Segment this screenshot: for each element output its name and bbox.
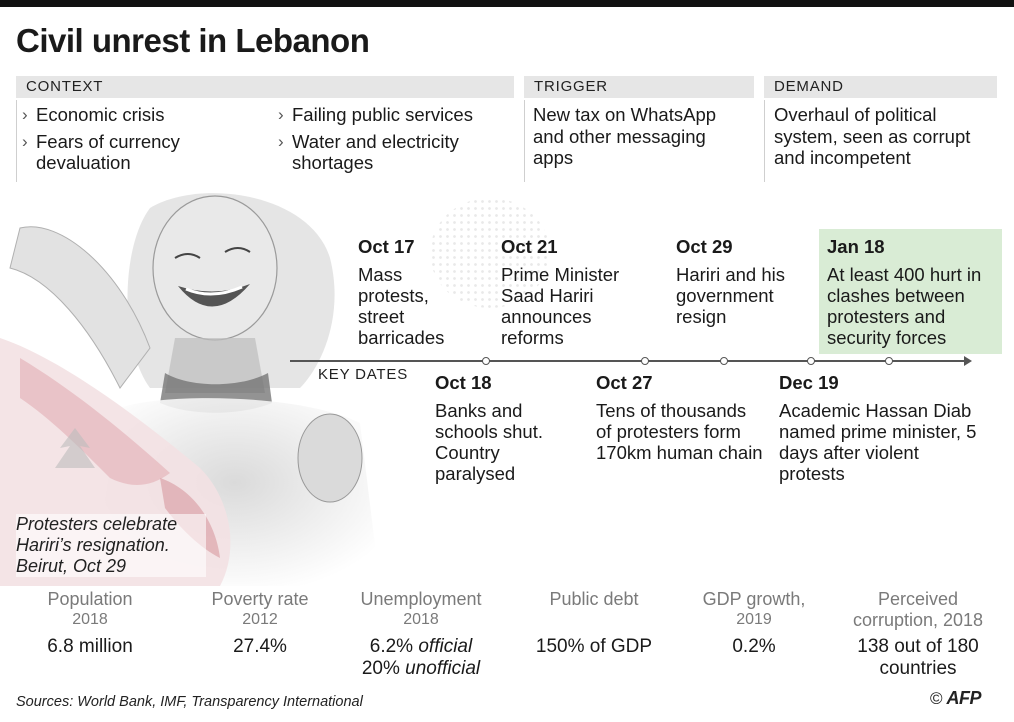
page-title: Civil unrest in Lebanon [16, 22, 370, 59]
stat-year: 2019 [736, 611, 772, 628]
event-date: Oct 18 [435, 372, 492, 393]
stat-year: 2018 [72, 611, 108, 628]
copyright-symbol: © [930, 688, 943, 708]
event-text: Banks and schools shut. Country paralyse… [435, 400, 543, 484]
stat-value: 150% of GDP [535, 636, 653, 657]
event-date: Oct 21 [501, 236, 558, 257]
trigger-text: New tax on WhatsApp and other messaging … [533, 104, 717, 168]
unemployment-official-value: 6.2% [369, 636, 414, 657]
event-oct18: Oct 18 Banks and schools shut. Country p… [435, 372, 560, 484]
stat-population: Population 2018 6.8 million [20, 589, 160, 658]
stat-year: 2012 [242, 611, 278, 628]
unemployment-unofficial-value: 20% [361, 658, 400, 679]
context-col2: Failing public services Water and electr… [278, 104, 508, 179]
stat-label: Population [47, 589, 133, 609]
photo-caption-text: Protesters celebrate Hariri’s resignatio… [16, 514, 178, 576]
latest-event-highlight [819, 229, 1002, 354]
afp-logo: AFP [946, 688, 982, 708]
stat-value: 0.2% [732, 636, 776, 657]
context-col1: Economic crisis Fears of currency devalu… [22, 104, 262, 179]
context-item: Water and electricity shortages [278, 131, 508, 174]
background-dot-pattern [430, 198, 550, 308]
timeline-marker [720, 357, 728, 365]
event-text: Hariri and his government resign [676, 264, 785, 327]
event-text: Prime Minister Saad Hariri announces ref… [501, 264, 620, 348]
trigger-heading: Trigger [524, 76, 754, 98]
stat-value: 6.2% official 20% unofficial [346, 636, 496, 680]
sources-note: Sources: World Bank, IMF, Transparency I… [16, 694, 363, 710]
context-divider [16, 100, 17, 182]
stat-label: Unemployment [360, 589, 482, 609]
stat-label: GDP growth, [702, 589, 806, 609]
timeline-arrow-icon [964, 356, 972, 366]
top-bar [0, 0, 1014, 7]
event-oct29: Oct 29 Hariri and his government resign [676, 236, 796, 327]
key-dates-text: Key dates [318, 366, 409, 383]
context-item: Fears of currency devaluation [22, 131, 262, 174]
stat-label: Poverty rate [211, 589, 309, 609]
event-date: Oct 27 [596, 372, 653, 393]
context-heading: Context [16, 76, 514, 98]
trigger-divider [524, 100, 525, 182]
event-date: Dec 19 [779, 372, 839, 393]
timeline-marker [885, 357, 893, 365]
stat-label: Perceived [877, 589, 959, 609]
timeline-marker [641, 357, 649, 365]
demand-text: Overhaul of political system, seen as co… [774, 104, 971, 168]
event-oct27: Oct 27 Tens of thousands of protesters f… [596, 372, 766, 463]
stat-unemployment: Unemployment 2018 6.2% official 20% unof… [346, 589, 496, 680]
event-jan18: Jan 18 At least 400 hurt in clashes betw… [827, 236, 1002, 348]
stat-label: Public debt [549, 589, 639, 609]
stat-corruption: Perceived corruption, 2018 138 out of 18… [838, 589, 998, 680]
event-text: At least 400 hurt in clashes between pro… [827, 264, 982, 348]
stat-year [524, 610, 664, 630]
timeline-axis [290, 360, 966, 362]
unemployment-unofficial-note: unofficial [405, 658, 481, 679]
stat-value: 27.4% [233, 636, 287, 657]
photo-caption: Protesters celebrate Hariri’s resignatio… [16, 514, 206, 577]
context-item: Economic crisis [22, 104, 262, 126]
event-text: Academic Hassan Diab named prime ministe… [779, 400, 977, 484]
stat-value: 6.8 million [47, 636, 133, 657]
event-oct17: Oct 17 Mass protests, street barricades [358, 236, 468, 348]
stat-poverty: Poverty rate 2012 27.4% [190, 589, 330, 658]
event-text: Tens of thousands of protesters form 170… [596, 400, 763, 463]
timeline-marker [807, 357, 815, 365]
event-date: Oct 17 [358, 236, 415, 257]
event-date: Oct 29 [676, 236, 733, 257]
event-oct21: Oct 21 Prime Minister Saad Hariri announ… [501, 236, 651, 348]
stat-gdp-growth: GDP growth, 2019 0.2% [684, 589, 824, 658]
timeline-marker [482, 357, 490, 365]
stat-year: 2018 [403, 611, 439, 628]
context-item: Failing public services [278, 104, 508, 126]
stat-year: corruption, 2018 [852, 610, 984, 630]
key-dates-label: Key dates [318, 366, 409, 383]
event-text: Mass protests, street barricades [358, 264, 445, 348]
afp-credit: © AFP [930, 688, 982, 709]
event-date: Jan 18 [827, 236, 885, 257]
stat-value: 138 out of 180 countries [857, 636, 979, 679]
event-dec19: Dec 19 Academic Hassan Diab named prime … [779, 372, 989, 484]
stat-public-debt: Public debt 150% of GDP [524, 589, 664, 658]
unemployment-official-note: official [418, 636, 473, 657]
demand-divider [764, 100, 765, 182]
demand-heading: Demand [764, 76, 997, 98]
